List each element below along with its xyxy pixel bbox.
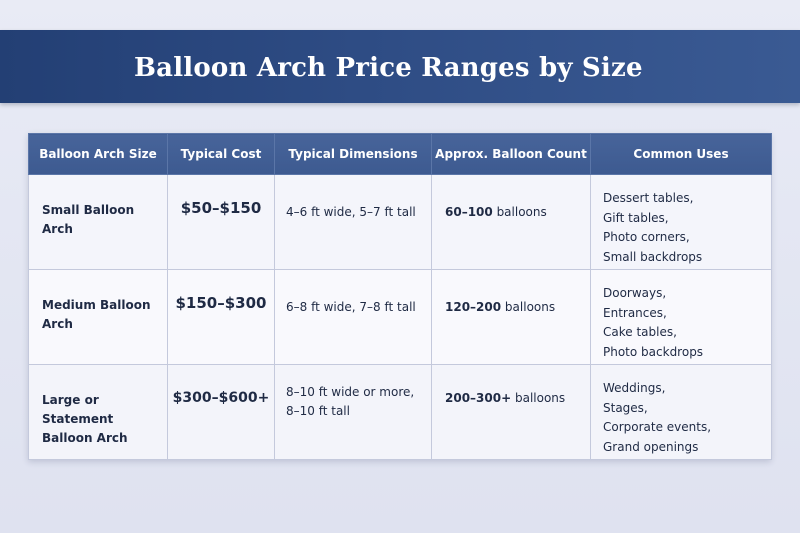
column-header-dimensions: Typical Dimensions: [274, 133, 432, 175]
title-banner: [0, 30, 800, 103]
common-uses-cell: Weddings, Stages, Corporate events, Gran…: [590, 364, 772, 460]
cost-cell: $300–$600+: [167, 364, 275, 460]
use-item: Photo corners,: [603, 230, 690, 244]
use-item: Photo backdrops: [603, 344, 704, 359]
balloon-count-value: 120–200: [445, 300, 502, 314]
dimensions-line: 8–10 ft tall: [286, 404, 350, 418]
table-header-row: Balloon Arch Size Typical Cost Typical D…: [28, 133, 772, 175]
use-item: Weddings,: [603, 381, 666, 395]
dimensions-line: 4–6 ft wide, 5–7 ft tall: [286, 205, 416, 219]
balloon-count-cell: 200–300+ balloons: [431, 364, 591, 460]
common-uses-cell: Dessert tables, Gift tables, Photo corne…: [590, 174, 772, 270]
dimensions-cell: 8–10 ft wide or more, 8–10 ft tall: [274, 364, 432, 460]
column-header-cost: Typical Cost: [167, 133, 275, 175]
column-header-balloon-count: Approx. Balloon Count: [431, 133, 591, 175]
use-item: Corporate events,: [603, 420, 712, 434]
balloon-count-value: 60–100: [445, 205, 493, 219]
table-row: Large or Statement Balloon Arch $300–$60…: [28, 364, 772, 460]
table-row: Small Balloon Arch $50–$150 4–6 ft wide,…: [28, 174, 772, 270]
balloon-count-unit: balloons: [501, 300, 556, 314]
price-table: Balloon Arch Size Typical Cost Typical D…: [28, 133, 772, 460]
cost-cell: $150–$300: [167, 269, 275, 365]
dimensions-cell: 6–8 ft wide, 7–8 ft tall: [274, 269, 432, 365]
balloon-count-value: 200–300+: [445, 391, 512, 405]
use-item: Stages,: [603, 400, 648, 415]
dimensions-line: 8–10 ft wide or more,: [286, 385, 415, 399]
use-item: Grand openings: [603, 439, 699, 454]
size-cell: Small Balloon Arch: [28, 174, 168, 270]
use-item: Doorways,: [603, 286, 667, 300]
cost-cell: $50–$150: [167, 174, 275, 270]
page-title: Balloon Arch Price Ranges by Size: [134, 53, 643, 83]
balloon-count-cell: 60–100 balloons: [431, 174, 591, 270]
use-item: Cake tables,: [603, 325, 677, 339]
use-item: Dessert tables,: [603, 191, 694, 205]
use-item: Entrances,: [603, 305, 667, 320]
balloon-count-cell: 120–200 balloons: [431, 269, 591, 365]
dimensions-line: 6–8 ft wide, 7–8 ft tall: [286, 300, 416, 314]
use-item: Small backdrops: [603, 249, 703, 264]
column-header-common-uses: Common Uses: [590, 133, 772, 175]
price-table-container: Balloon Arch Size Typical Cost Typical D…: [28, 133, 772, 460]
size-cell: Large or Statement Balloon Arch: [28, 364, 168, 460]
balloon-count-unit: balloons: [511, 391, 566, 405]
dimensions-cell: 4–6 ft wide, 5–7 ft tall: [274, 174, 432, 270]
balloon-count-unit: balloons: [492, 205, 547, 219]
column-header-size: Balloon Arch Size: [28, 133, 168, 175]
table-row: Medium Balloon Arch $150–$300 6–8 ft wid…: [28, 269, 772, 365]
use-item: Gift tables,: [603, 210, 669, 225]
common-uses-cell: Doorways, Entrances, Cake tables, Photo …: [590, 269, 772, 365]
size-cell: Medium Balloon Arch: [28, 269, 168, 365]
